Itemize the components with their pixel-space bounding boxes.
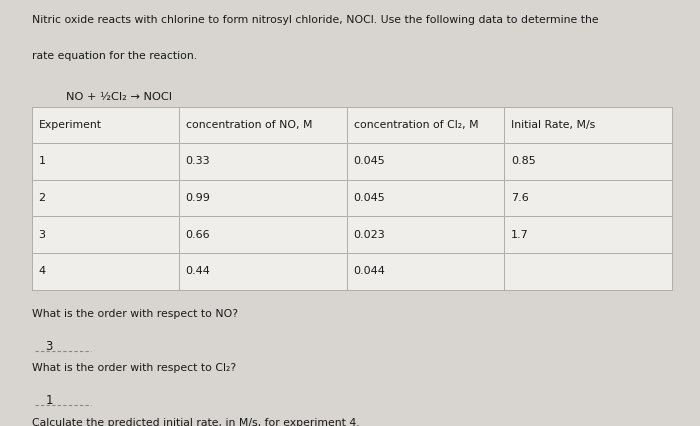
Bar xyxy=(32,106,672,290)
Text: What is the order with respect to NO?: What is the order with respect to NO? xyxy=(32,309,237,319)
Text: 0.85: 0.85 xyxy=(511,156,536,167)
Text: 0.044: 0.044 xyxy=(354,266,386,276)
Text: 0.045: 0.045 xyxy=(354,156,385,167)
Text: 4: 4 xyxy=(38,266,46,276)
Text: 0.44: 0.44 xyxy=(186,266,211,276)
Text: rate equation for the reaction.: rate equation for the reaction. xyxy=(32,51,197,61)
Text: 1.7: 1.7 xyxy=(511,230,528,240)
Text: 0.66: 0.66 xyxy=(186,230,210,240)
Text: concentration of NO, M: concentration of NO, M xyxy=(186,120,312,130)
Text: NO + ½Cl₂ → NOCl: NO + ½Cl₂ → NOCl xyxy=(66,92,172,101)
Text: Experiment: Experiment xyxy=(38,120,102,130)
Text: 0.045: 0.045 xyxy=(354,193,385,203)
Text: Nitric oxide reacts with chlorine to form nitrosyl chloride, NOCl. Use the follo: Nitric oxide reacts with chlorine to for… xyxy=(32,15,598,25)
Text: What is the order with respect to Cl₂?: What is the order with respect to Cl₂? xyxy=(32,363,236,373)
Text: 3: 3 xyxy=(38,230,46,240)
Text: 0.023: 0.023 xyxy=(354,230,385,240)
Text: 1: 1 xyxy=(46,394,53,408)
Text: 0.33: 0.33 xyxy=(186,156,210,167)
Text: 1: 1 xyxy=(38,156,46,167)
Text: 7.6: 7.6 xyxy=(511,193,528,203)
Text: 3: 3 xyxy=(46,340,53,353)
Text: 0.99: 0.99 xyxy=(186,193,211,203)
Text: Initial Rate, M/s: Initial Rate, M/s xyxy=(511,120,595,130)
Text: concentration of Cl₂, M: concentration of Cl₂, M xyxy=(354,120,478,130)
Text: 2: 2 xyxy=(38,193,46,203)
Text: Calculate the predicted initial rate, in M/s, for experiment 4.: Calculate the predicted initial rate, in… xyxy=(32,418,359,426)
